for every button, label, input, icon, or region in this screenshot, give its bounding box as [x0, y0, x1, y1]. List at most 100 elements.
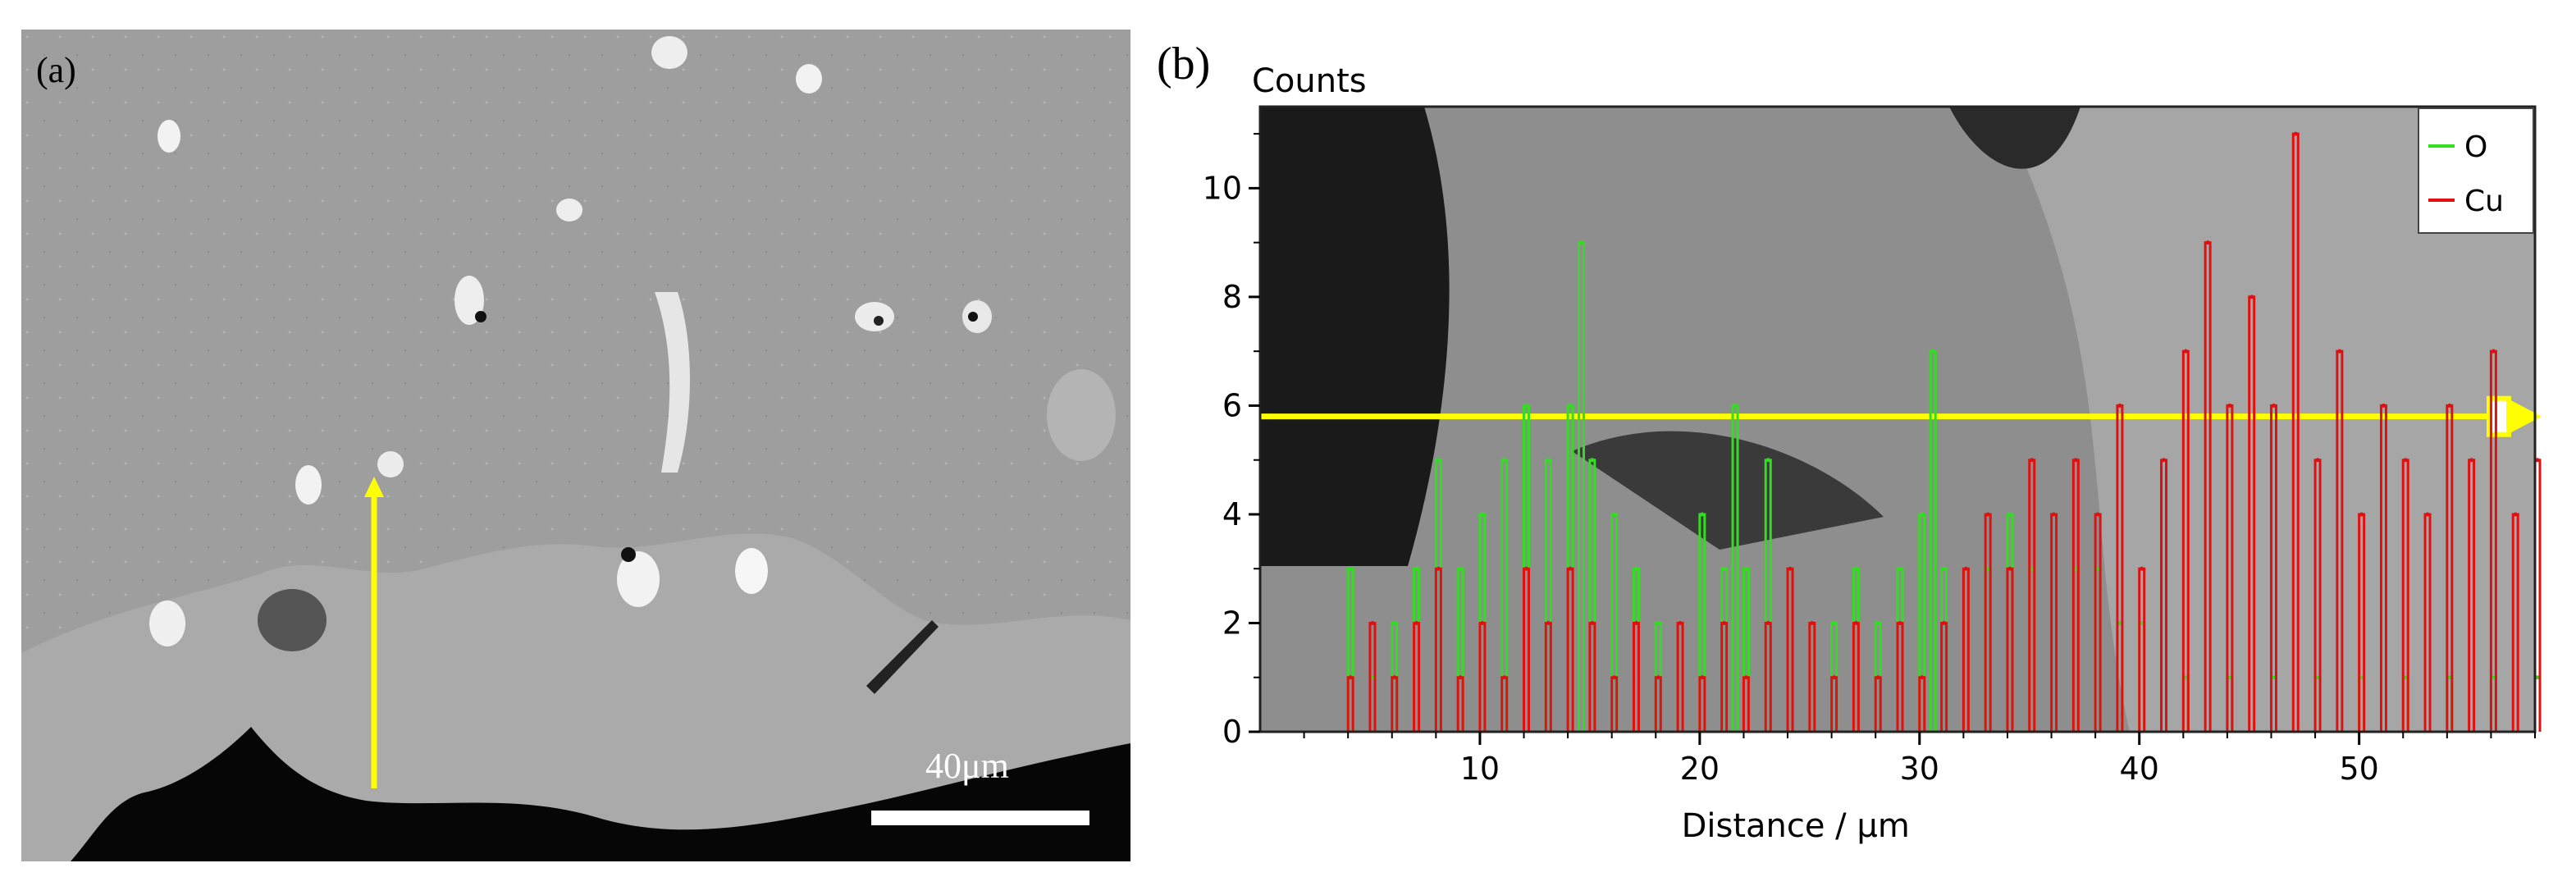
- legend-label-o: O: [2464, 130, 2487, 164]
- dark-speck: [621, 547, 636, 562]
- data-point-o: [1875, 620, 1880, 625]
- series-layer: [1346, 131, 2542, 733]
- panel-b-label: (b): [1157, 39, 1211, 89]
- data-point-o: [2491, 675, 2496, 680]
- data-point-o: [1392, 620, 1397, 625]
- data-point-cu: [2469, 458, 2474, 463]
- data-point-o: [1524, 403, 1529, 408]
- dark-void-region: [71, 727, 1130, 861]
- data-point-o: [1920, 512, 1925, 517]
- data-point-o: [2117, 620, 2122, 625]
- y-tick-label: 10: [1203, 170, 1242, 206]
- data-point-cu: [1875, 675, 1880, 680]
- x-tick-label: 50: [2339, 751, 2378, 787]
- bright-particle: [556, 199, 582, 222]
- bright-particle: [855, 302, 894, 331]
- data-point-cu: [1612, 675, 1617, 680]
- data-point-o: [1700, 512, 1705, 517]
- data-point-cu: [1678, 620, 1683, 625]
- data-point-o: [2403, 675, 2408, 680]
- data-point-cu: [1942, 620, 1947, 625]
- data-point-o: [1414, 566, 1419, 571]
- data-point-cu: [2162, 458, 2167, 463]
- data-point-cu: [2095, 512, 2100, 517]
- y-tick-label: 6: [1222, 387, 1242, 423]
- dark-crack: [866, 620, 939, 694]
- data-point-o: [1722, 566, 1727, 571]
- x-tick-label: 30: [1900, 751, 1939, 787]
- data-point-cu: [2315, 458, 2320, 463]
- elongated-inclusion: [655, 292, 690, 473]
- data-point-o: [1765, 458, 1770, 463]
- data-point-o: [2007, 512, 2012, 517]
- data-point-cu: [1700, 675, 1705, 680]
- data-point-o: [1832, 620, 1837, 625]
- data-point-o: [2073, 566, 2078, 571]
- bright-particle: [651, 36, 687, 69]
- data-point-cu: [1788, 566, 1793, 571]
- data-point-cu: [2271, 403, 2276, 408]
- data-point-cu: [2535, 458, 2540, 463]
- data-point-cu: [1633, 620, 1638, 625]
- x-tick-label: 40: [2120, 751, 2159, 787]
- data-point-cu: [2403, 458, 2408, 463]
- data-point-cu: [1898, 620, 1902, 625]
- scan-arrow-head: [2510, 400, 2542, 433]
- data-point-cu: [2249, 295, 2254, 299]
- data-point-cu: [1502, 675, 1507, 680]
- data-point-o: [1370, 675, 1375, 680]
- data-point-o: [2271, 675, 2276, 680]
- panel-a-label: (a): [36, 50, 76, 90]
- data-point-o: [2227, 675, 2232, 680]
- data-point-cu: [1546, 620, 1551, 625]
- scale-bar-label: 40μm: [925, 746, 1009, 786]
- y-axis-title: Counts: [1252, 62, 1367, 100]
- x-tick-label: 10: [1460, 751, 1500, 787]
- data-point-cu: [2337, 349, 2342, 354]
- data-point-o: [2140, 620, 2144, 625]
- data-point-cu: [1656, 675, 1660, 680]
- data-point-o: [2447, 675, 2452, 680]
- bright-particle: [295, 465, 322, 505]
- dark-inclusion: [1949, 107, 2080, 169]
- y-tick-label: 2: [1222, 605, 1242, 641]
- data-point-cu: [2359, 512, 2364, 517]
- data-point-cu: [1524, 566, 1529, 571]
- data-point-o: [1898, 566, 1902, 571]
- bright-particle: [149, 601, 185, 646]
- data-point-cu: [2205, 240, 2210, 245]
- data-point-cu: [1392, 675, 1397, 680]
- data-point-cu: [1348, 675, 1353, 680]
- bright-particle: [735, 548, 768, 594]
- data-point-cu: [2030, 458, 2035, 463]
- scale-bar: [871, 811, 1089, 825]
- data-point-o: [1942, 566, 1947, 571]
- data-point-cu: [1920, 675, 1925, 680]
- data-point-cu: [1765, 620, 1770, 625]
- linescan-chart: 0 2 4 6 8 10 10 20 30 40 50 Counts Distance / μm O Cu: [1203, 62, 2542, 845]
- data-point-o: [1436, 458, 1441, 463]
- data-point-cu: [1414, 620, 1419, 625]
- data-point-o: [1502, 458, 1507, 463]
- data-point-cu: [2073, 458, 2078, 463]
- data-point-o: [1633, 566, 1638, 571]
- dark-inclusion: [258, 589, 327, 651]
- data-point-o: [2535, 675, 2540, 680]
- dark-speck: [874, 316, 884, 326]
- legend-label-cu: Cu: [2464, 185, 2504, 218]
- scan-arrow-marker: [2487, 395, 2511, 437]
- micrograph-panel-a: [21, 30, 1130, 861]
- plot-frame: [1258, 105, 2537, 733]
- dark-inclusion: [1572, 431, 1884, 550]
- data-point-cu: [1480, 620, 1485, 625]
- data-point-o: [1546, 458, 1551, 463]
- data-point-cu: [2491, 349, 2496, 354]
- bright-particle: [617, 551, 660, 607]
- linescan-arrow-head: [364, 477, 384, 497]
- data-point-o: [2095, 566, 2100, 571]
- data-point-cu: [1436, 566, 1441, 571]
- bright-particle: [454, 276, 484, 325]
- y-tick-label: 0: [1222, 714, 1242, 750]
- data-point-o: [1590, 458, 1595, 463]
- legend-box: [2418, 107, 2534, 234]
